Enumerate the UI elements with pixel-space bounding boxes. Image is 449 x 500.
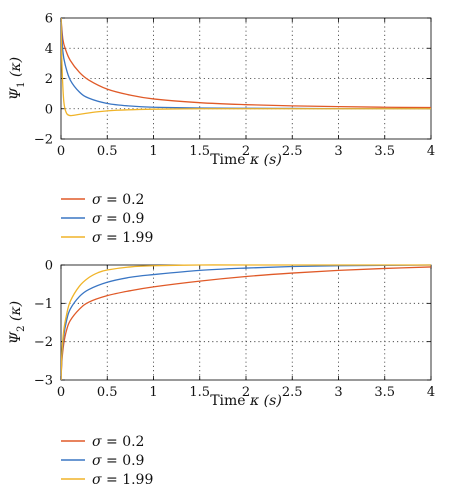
x-tick-label: 2	[242, 144, 250, 159]
chart-1: 0 0.5 1 1.5 2 2.5 3 3.5 4 −2 0 2 4 6 Time κ (s) Ψ1 (κ) σ…	[8, 12, 435, 247]
x-tick-label: 3.5	[374, 385, 395, 400]
x-axis-label: Time κ (s)	[210, 152, 282, 168]
y-tick-label: 6	[45, 12, 53, 27]
x-tick-label: 1.5	[189, 385, 210, 400]
legend-entry: σ = 0.2	[92, 192, 144, 208]
x-tick-label: 3	[334, 385, 342, 400]
x-tick-label: 4	[427, 385, 435, 400]
legend-entry: σ = 0.2	[92, 434, 144, 450]
x-tick-label: 4	[427, 144, 435, 159]
series-line-1	[61, 266, 431, 381]
y-tick-label: 0	[45, 259, 53, 274]
y-tick-label: −2	[34, 335, 53, 350]
y-tick-label: −3	[34, 374, 53, 389]
legend-entry: σ = 1.99	[92, 472, 153, 488]
y-tick-label: −1	[34, 297, 53, 312]
y-tick-label: 0	[45, 102, 53, 117]
x-tick-label: 3	[334, 144, 342, 159]
y-tick-label: −2	[34, 133, 53, 148]
x-tick-label: 0	[57, 385, 65, 400]
x-tick-label: 2.5	[282, 144, 303, 159]
y-axis-label: Ψ1 (κ)	[8, 57, 27, 100]
x-tick-label: 0.5	[97, 385, 118, 400]
y-tick-label: 4	[45, 42, 53, 57]
series-line-2	[61, 264, 431, 381]
series-line-1	[61, 17, 431, 109]
x-tick-label: 2	[242, 385, 250, 400]
legend-entry: σ = 0.9	[92, 211, 144, 227]
chart-2: 0 0.5 1 1.5 2 2.5 3 3.5 4 −3 −2 −1 0 Time κ (s) Ψ2 (κ)…	[8, 259, 435, 489]
x-tick-label: 1	[149, 144, 157, 159]
legend-entry: σ = 1.99	[92, 230, 153, 246]
y-axis-label: Ψ2 (κ)	[8, 301, 27, 344]
x-tick-label: 0.5	[97, 144, 118, 159]
series-line-3	[61, 264, 431, 381]
y-tick-label: 2	[45, 72, 53, 87]
x-axis-label: Time κ (s)	[210, 393, 282, 409]
x-tick-label: 0	[57, 144, 65, 159]
x-tick-label: 1	[149, 385, 157, 400]
x-tick-label: 2.5	[282, 385, 303, 400]
x-tick-label: 3.5	[374, 144, 395, 159]
legend-entry: σ = 0.9	[92, 453, 144, 469]
x-tick-label: 1.5	[189, 144, 210, 159]
series-line-3	[61, 17, 431, 117]
